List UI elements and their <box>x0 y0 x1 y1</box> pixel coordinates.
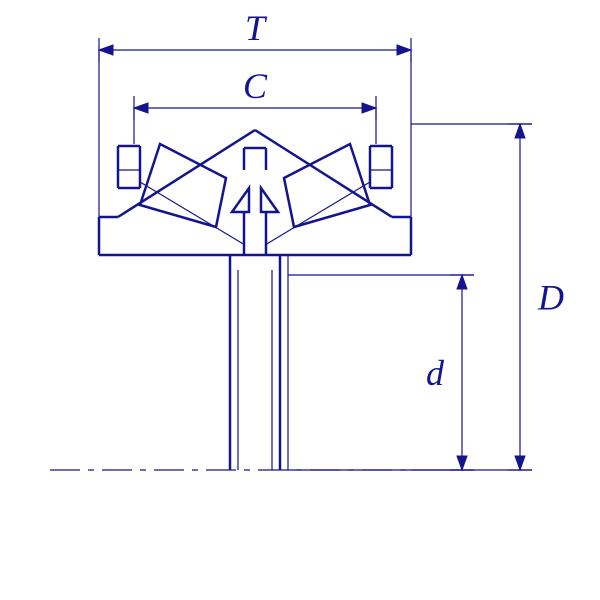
dim-T-label: T <box>245 8 268 48</box>
dim-d-label: d <box>426 353 445 393</box>
dim-C-label: C <box>243 66 268 106</box>
dim-D-label: D <box>537 278 564 318</box>
